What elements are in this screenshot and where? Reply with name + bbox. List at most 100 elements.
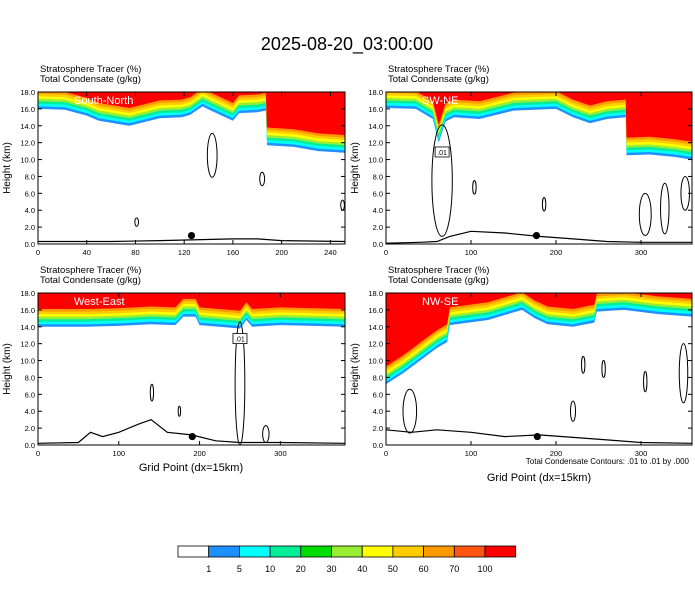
contour-note: Total Condensate Contours: .01 to .01 by…	[526, 457, 690, 466]
plot-frame	[385, 292, 693, 446]
y-tick-label: 6.0	[25, 390, 35, 399]
tracer-band	[386, 92, 692, 150]
terrain-line	[38, 419, 345, 444]
plot-area: .01 West-East	[38, 293, 345, 445]
panel-header-line1: Stratosphere Tracer (%)	[40, 265, 141, 276]
colorbar-label: 10	[265, 564, 275, 574]
y-tick-label: 2.0	[25, 223, 35, 232]
y-tick-label: 18.0	[20, 88, 35, 97]
plot-frame	[37, 91, 346, 245]
condensate-contour	[643, 371, 648, 393]
colorbar-label: 100	[477, 564, 492, 574]
x-tick-label: 100	[465, 449, 478, 458]
colorbar-label: 1	[206, 564, 211, 574]
y-tick-label: 16.0	[20, 306, 35, 315]
condensate-contour	[541, 197, 547, 212]
x-tick-label: 200	[550, 248, 563, 257]
y-tick-label: 6.0	[373, 189, 383, 198]
y-tick-label: 4.0	[373, 206, 383, 215]
y-tick-label: 2.0	[373, 424, 383, 433]
y-tick-label: 6.0	[25, 189, 35, 198]
y-tick-label: 16.0	[368, 306, 383, 315]
y-tick-label: 0.0	[25, 240, 35, 249]
y-tick-label: 18.0	[20, 289, 35, 298]
colorbar-swatch	[484, 545, 517, 558]
tracer-band	[64, 92, 345, 136]
condensate-contour	[581, 355, 586, 374]
tracer-band	[386, 293, 692, 375]
tracer-band	[386, 293, 692, 367]
y-tick-label: 10.0	[20, 156, 35, 165]
x-tick-label: 300	[635, 449, 648, 458]
y-tick-label: 10.0	[20, 357, 35, 366]
site-marker	[532, 231, 541, 240]
y-tick-label: 10.0	[368, 357, 383, 366]
colorbar-swatch	[269, 545, 302, 558]
condensate-contour	[259, 171, 266, 187]
panel-nw-se: NW-SE Stratosphere Tracer (%)Total Conden…	[350, 265, 693, 458]
tracer-band	[386, 298, 692, 382]
y-tick-label: 18.0	[368, 289, 383, 298]
y-axis-label: Height (km)	[350, 343, 361, 395]
y-tick-label: 18.0	[368, 88, 383, 97]
y-tick-label: 8.0	[373, 172, 383, 181]
plot-area: .01 SW-NE	[386, 92, 692, 244]
colorbar-swatch	[361, 545, 394, 558]
panel-name: NW-SE	[422, 296, 458, 308]
y-tick-label: 14.0	[368, 122, 383, 131]
y-axis-label: Height (km)	[350, 142, 361, 194]
y-tick-label: 6.0	[373, 390, 383, 399]
y-axis-label: Height (km)	[2, 343, 13, 395]
tracer-band	[386, 293, 692, 377]
colorbar-label: 20	[296, 564, 306, 574]
condensate-contour	[134, 217, 140, 227]
panel-header-line2: Total Condensate (g/kg)	[40, 275, 141, 286]
y-tick-label: 16.0	[368, 105, 383, 114]
x-tick-label: 200	[193, 449, 206, 458]
colorbar-label: 40	[357, 564, 367, 574]
x-tick-label: 300	[274, 449, 287, 458]
panel-header-line2: Total Condensate (g/kg)	[388, 275, 489, 286]
contour-label-box	[434, 146, 450, 158]
x-tick-label: 80	[131, 248, 139, 257]
colorbar-swatch	[453, 545, 486, 558]
panel-header-line1: Stratosphere Tracer (%)	[388, 265, 489, 276]
condensate-contour	[149, 383, 155, 402]
panel-name: SW-NE	[422, 95, 458, 107]
colorbar-swatch	[208, 545, 240, 558]
tracer-band	[386, 293, 692, 372]
condensate-contour	[678, 343, 689, 404]
plot-area: South-North	[38, 92, 345, 244]
y-tick-label: 0.0	[373, 240, 383, 249]
y-tick-label: 8.0	[373, 373, 383, 382]
condensate-contour	[402, 388, 418, 434]
x-tick-label: 0	[384, 248, 388, 257]
condensate-contour	[601, 360, 606, 378]
y-tick-label: 14.0	[368, 323, 383, 332]
tracer-band	[386, 92, 692, 147]
colorbar-swatch	[300, 545, 332, 558]
y-tick-label: 14.0	[20, 122, 35, 131]
panel-header-line1: Stratosphere Tracer (%)	[40, 64, 141, 75]
x-tick-label: 120	[178, 248, 191, 257]
contour-label: .01	[437, 150, 447, 157]
y-tick-label: 12.0	[368, 139, 383, 148]
y-tick-label: 12.0	[368, 340, 383, 349]
panel-west-east: .01 West-East Stratosphere Tracer (%)Total…	[2, 265, 346, 458]
tracer-band	[386, 92, 692, 145]
x-tick-label: 0	[384, 449, 388, 458]
colorbar-swatch	[331, 545, 363, 558]
colorbar-label: 50	[388, 564, 398, 574]
site-marker	[187, 231, 196, 240]
x-axis-label-left: Grid Point (dx=15km)	[139, 462, 243, 474]
panel-header-line2: Total Condensate (g/kg)	[40, 74, 141, 85]
y-axis-label: Height (km)	[2, 142, 13, 194]
colorbar-swatch	[392, 545, 424, 558]
y-tick-label: 10.0	[368, 156, 383, 165]
tracer-band	[386, 296, 692, 380]
plot-frame	[37, 292, 346, 446]
tracer-band	[38, 309, 345, 329]
condensate-contour	[638, 192, 652, 237]
colorbar-swatch	[423, 545, 455, 558]
